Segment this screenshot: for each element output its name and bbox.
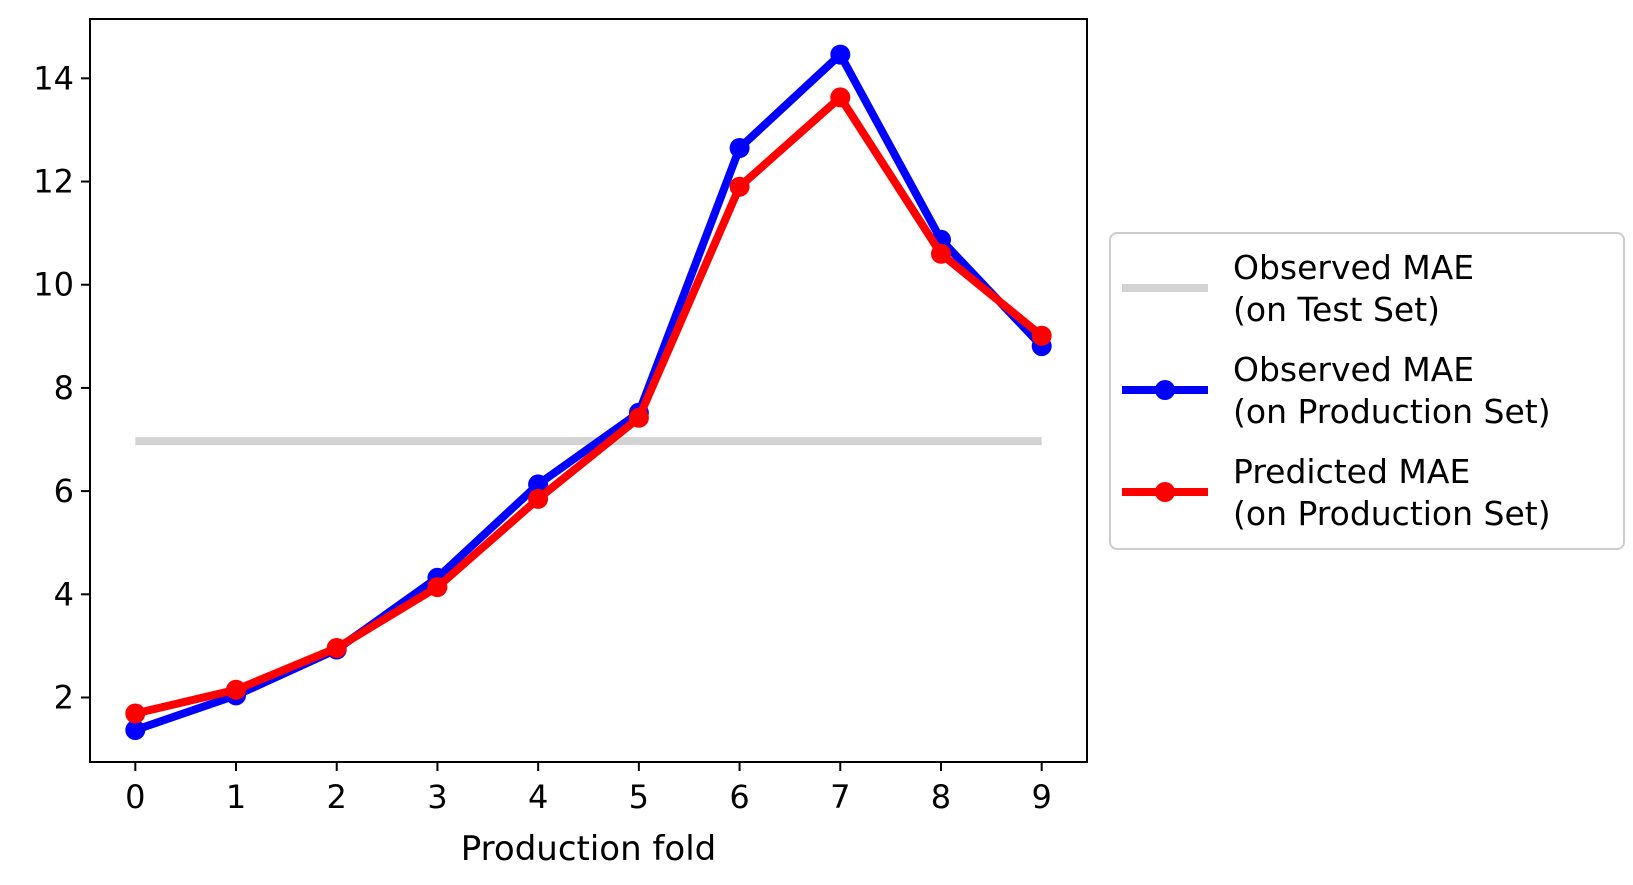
series-2-point <box>125 703 146 724</box>
y-tick-label: 10 <box>33 266 74 304</box>
y-tick-label: 12 <box>33 163 74 201</box>
legend: Observed MAE (on Test Set) Observed MAE (on… <box>1109 232 1625 550</box>
x-axis-label: Production fold <box>461 829 717 869</box>
x-tick-label: 5 <box>629 778 649 816</box>
legend-box <box>1109 232 1625 550</box>
x-tick-label: 0 <box>125 778 145 816</box>
x-tick-label: 9 <box>1032 778 1052 816</box>
x-tick-label: 8 <box>931 778 951 816</box>
series-2-point <box>931 243 951 264</box>
y-tick-label: 6 <box>54 472 74 510</box>
y-tick-label: 4 <box>54 575 74 613</box>
series-1-point <box>729 138 750 158</box>
series-2-point <box>226 679 246 700</box>
x-tick-label: 3 <box>427 778 447 816</box>
plot-area <box>125 44 1052 740</box>
series-2-point <box>1031 325 1052 346</box>
x-tick-label: 4 <box>528 778 548 816</box>
series-2-point <box>729 176 750 197</box>
series-1-point <box>125 720 146 740</box>
series-1-point <box>830 44 851 65</box>
y-axis: 2 4 6 8 10 12 14 <box>33 59 90 717</box>
x-axis: 0 1 2 3 4 5 6 7 8 9 <box>125 762 1052 816</box>
series-line-1 <box>134 50 1045 734</box>
x-tick-label: 2 <box>327 778 347 816</box>
x-tick-label: 1 <box>226 778 246 816</box>
series-2-point <box>528 488 549 509</box>
legend-label: Observed MAE (on Test Set) <box>1233 248 1474 329</box>
y-tick-label: 14 <box>33 59 74 97</box>
y-tick-label: 2 <box>54 679 74 717</box>
series-2-point <box>628 407 649 428</box>
legend-label: Observed MAE (on Production Set) <box>1233 350 1551 431</box>
plot-frame <box>89 18 1088 763</box>
series-2-point <box>326 638 347 658</box>
series-1-point <box>528 474 549 495</box>
legend-swatch-marker <box>1155 380 1175 400</box>
legend-swatch-marker <box>1155 482 1175 502</box>
series-2-point <box>830 87 851 108</box>
y-tick-label: 8 <box>54 369 74 407</box>
x-tick-label: 7 <box>830 778 850 816</box>
x-tick-label: 6 <box>729 778 749 816</box>
series-line-2 <box>134 93 1045 718</box>
legend-label: Predicted MAE (on Production Set) <box>1233 452 1551 533</box>
series-2-point <box>427 577 448 598</box>
